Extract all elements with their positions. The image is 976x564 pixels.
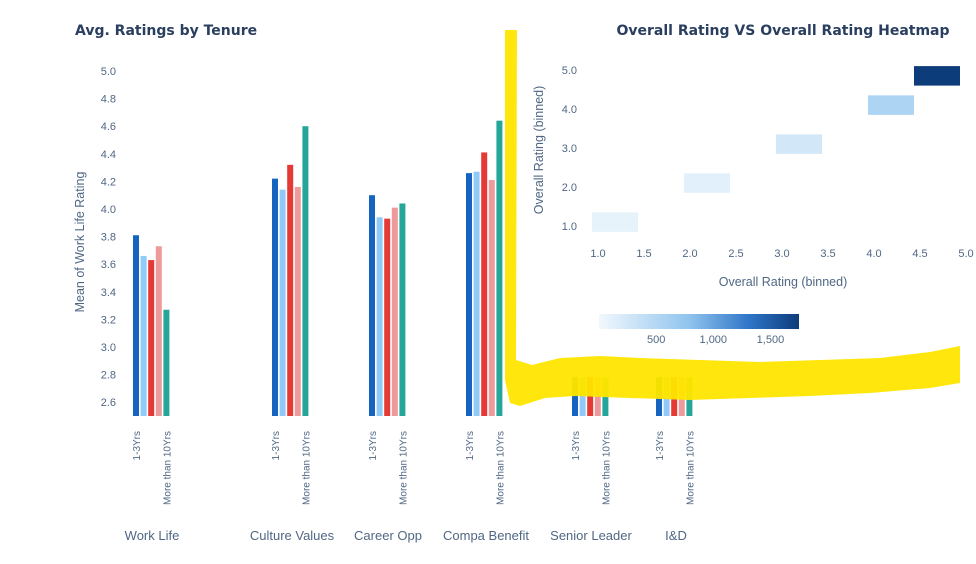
heatmap-x-tick-label: 5.0: [958, 248, 973, 260]
bar-chart-y-tick-label: 5.0: [101, 66, 116, 78]
bar-chart-group-label: Senior Leader: [550, 528, 632, 543]
bar-chart-x-ticks: 1-3Yrs More than 10Yrs 1-3Yrs More than 10Y…: [132, 431, 696, 505]
bar: [579, 377, 586, 416]
bar: [133, 235, 139, 416]
heatmap-y-tick-label: 2.0: [562, 182, 577, 194]
bar: [376, 217, 383, 416]
bar-chart-y-tick-label: 4.6: [101, 121, 116, 133]
bar: [572, 377, 578, 416]
heatmap-x-tick-label: 4.0: [866, 248, 881, 260]
bar-chart-x-tick-label: More than 10Yrs: [301, 431, 312, 505]
bar: [481, 152, 488, 417]
bar-chart-y-tick-label: 3.0: [101, 342, 116, 354]
bar-chart-group-label: Work Life: [125, 528, 180, 543]
heatmap-x-ticks: 1.0 1.5 2.0 2.5 3.0 3.5 4.0 4.5 5.0: [590, 248, 973, 260]
bar: [163, 309, 170, 416]
bar: [473, 171, 480, 416]
bar-chart-x-tick-label: More than 10Yrs: [601, 431, 612, 505]
heatmap-cell: [914, 66, 960, 86]
bar-chart-y-tick-label: 4.0: [101, 204, 116, 216]
bar-chart-x-tick-label: 1-3Yrs: [571, 431, 582, 460]
bar: [294, 186, 301, 416]
bar: [272, 178, 278, 416]
heatmap-y-tick-label: 1.0: [562, 221, 577, 233]
heatmap-x-tick-label: 3.5: [820, 248, 835, 260]
bar-chart-y-tick-label: 3.8: [101, 232, 116, 244]
heatmap-x-tick-label: 2.0: [682, 248, 697, 260]
bar-chart-y-tick-label: 4.8: [101, 94, 116, 106]
bar: [155, 246, 162, 416]
heatmap-y-tick-label: 3.0: [562, 143, 577, 155]
heatmap-colorbar-ticks: 500 1,000 1,500: [647, 334, 784, 346]
bar: [302, 126, 309, 416]
bar-chart-x-tick-label: 1-3Yrs: [271, 431, 282, 460]
bar: [287, 164, 294, 416]
bar-chart-title: Avg. Ratings by Tenure: [75, 23, 257, 39]
heatmap-cell: [776, 134, 822, 154]
bar-chart-y-tick-label: 3.6: [101, 259, 116, 271]
bar-chart-y-tick-label: 3.4: [101, 287, 116, 299]
heatmap-chart: Overall Rating VS Overall Rating Heatmap…: [532, 23, 974, 346]
bar: [391, 207, 398, 416]
heatmap-x-axis-title: Overall Rating (binned): [719, 275, 848, 289]
bar: [466, 173, 472, 416]
bar-chart-group-label: Culture Values: [250, 528, 335, 543]
highlighter-annotation: [505, 30, 960, 406]
bar-chart-x-tick-label: 1-3Yrs: [655, 431, 666, 460]
bar-chart-y-tick-label: 4.2: [101, 176, 116, 188]
bar-chart-group-label: Career Opp: [354, 528, 422, 543]
heatmap-x-tick-label: 1.5: [636, 248, 651, 260]
bar: [369, 195, 375, 416]
bar-chart-y-tick-label: 3.2: [101, 314, 116, 326]
bar-chart-y-axis-title: Mean of Work Life Rating: [73, 172, 87, 313]
bar-chart-y-ticks: 2.6 2.8 3.0 3.2 3.4 3.6 3.8 4.0 4.2 4.4 4.6 4.8 5.0: [101, 66, 116, 409]
bar: [496, 120, 503, 417]
heatmap-x-tick-label: 2.5: [728, 248, 743, 260]
bar: [587, 377, 594, 416]
heatmap-colorbar-tick-label: 500: [647, 334, 665, 346]
heatmap-y-axis-title: Overall Rating (binned): [532, 86, 546, 215]
bar-chart-x-tick-label: 1-3Yrs: [368, 431, 379, 460]
heatmap-x-tick-label: 1.0: [590, 248, 605, 260]
bar-chart-y-tick-label: 2.6: [101, 397, 116, 409]
highlighter-stroke: [505, 30, 960, 406]
bar-chart-x-tick-label: More than 10Yrs: [495, 431, 506, 505]
bar: [148, 260, 155, 416]
bar-chart-group-label: Compa Benefit: [443, 528, 529, 543]
bar-chart-x-tick-label: More than 10Yrs: [685, 431, 696, 505]
heatmap-cell: [684, 173, 730, 193]
heatmap-y-tick-label: 5.0: [562, 65, 577, 77]
bar-chart-x-tick-label: More than 10Yrs: [162, 431, 173, 505]
bar-chart-group-labels: Work Life Culture Values Career Opp Compa B…: [125, 528, 687, 543]
bar-chart-y-tick-label: 2.8: [101, 370, 116, 382]
heatmap-colorbar-tick-label: 1,000: [700, 334, 728, 346]
bar-chart: Avg. Ratings by Tenure Mean of Work Life…: [73, 23, 696, 543]
heatmap-title: Overall Rating VS Overall Rating Heatmap: [616, 23, 949, 39]
heatmap-y-tick-label: 4.0: [562, 104, 577, 116]
heatmap-x-tick-label: 3.0: [774, 248, 789, 260]
bar-chart-x-tick-label: 1-3Yrs: [132, 431, 143, 460]
heatmap-colorbar-tick-label: 1,500: [757, 334, 785, 346]
bar-chart-y-tick-label: 4.4: [101, 149, 116, 161]
bar: [488, 180, 495, 416]
bar: [384, 218, 391, 416]
heatmap-cell: [592, 212, 638, 232]
bar: [279, 189, 286, 416]
heatmap-x-tick-label: 4.5: [912, 248, 927, 260]
heatmap-cell: [868, 95, 914, 115]
heatmap-cells: [592, 66, 960, 232]
bar: [140, 255, 147, 416]
bar: [399, 203, 406, 416]
bar-chart-x-tick-label: More than 10Yrs: [398, 431, 409, 505]
bar-chart-x-tick-label: 1-3Yrs: [465, 431, 476, 460]
heatmap-colorbar: [599, 314, 799, 329]
heatmap-y-ticks: 1.0 2.0 3.0 4.0 5.0: [562, 65, 577, 233]
bar-chart-group-label: I&D: [665, 528, 687, 543]
